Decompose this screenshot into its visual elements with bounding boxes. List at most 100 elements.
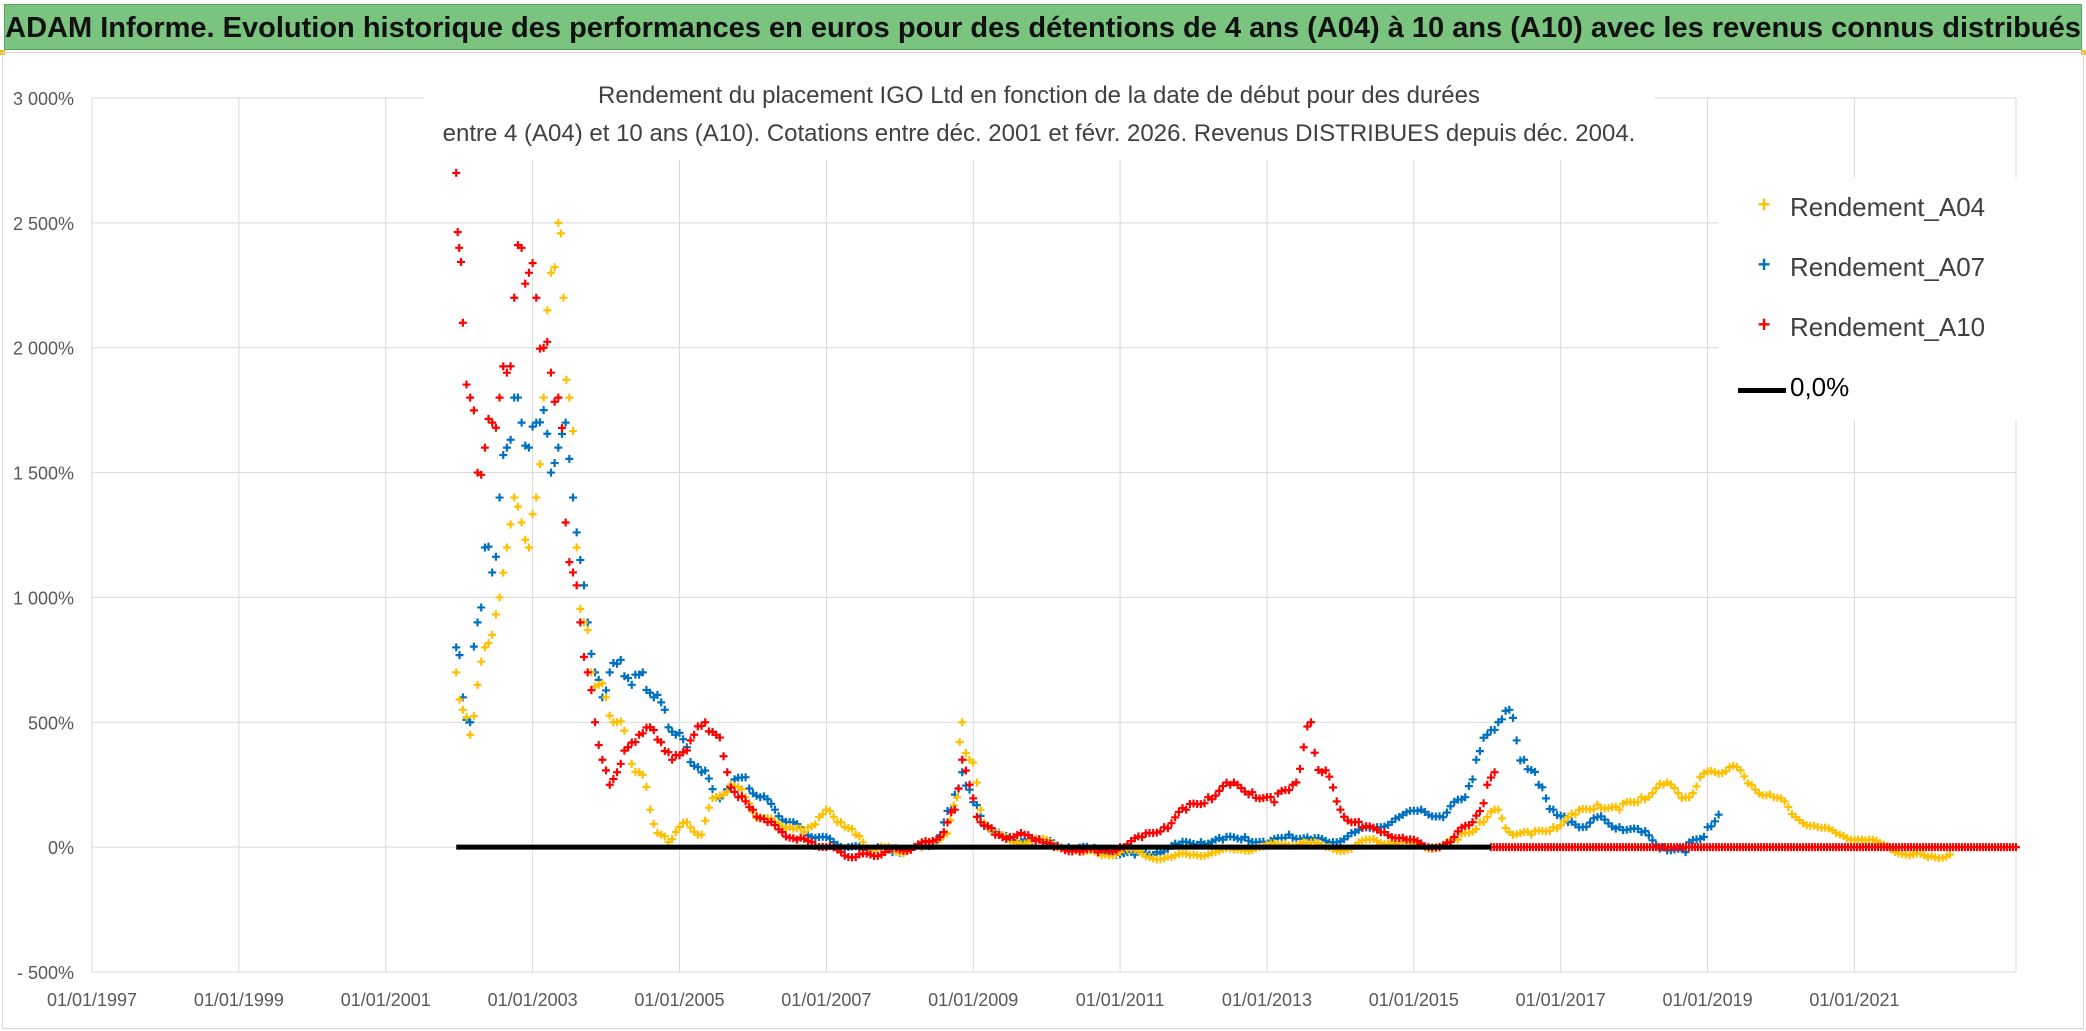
data-point-rendement_a04 <box>953 793 962 802</box>
data-point-rendement_a10 <box>502 368 511 377</box>
data-point-rendement_a07 <box>1472 755 1481 764</box>
data-point-rendement_a10 <box>1483 780 1492 789</box>
data-point-rendement_a10 <box>1332 797 1341 806</box>
data-point-rendement_a04 <box>550 263 559 272</box>
data-point-rendement_a07 <box>576 555 585 564</box>
data-point-rendement_a07 <box>745 784 754 793</box>
data-point-rendement_a10 <box>961 766 970 775</box>
data-point-rendement_a04 <box>686 823 695 832</box>
data-point-rendement_a04 <box>583 626 592 635</box>
data-point-rendement_a07 <box>763 795 772 804</box>
data-point-rendement_a10 <box>594 741 603 750</box>
legend-marker-a07: + <box>1757 252 1771 277</box>
data-point-rendement_a10 <box>587 686 596 695</box>
data-point-rendement_a07 <box>561 418 570 427</box>
data-point-rendement_a07 <box>546 468 555 477</box>
data-point-rendement_a10 <box>583 668 592 677</box>
data-point-rendement_a04 <box>466 730 475 739</box>
data-point-rendement_a10 <box>576 618 585 627</box>
data-point-rendement_a04 <box>488 630 497 639</box>
data-point-rendement_a10 <box>532 293 541 302</box>
data-point-rendement_a04 <box>837 818 846 827</box>
data-point-rendement_a04 <box>543 306 552 315</box>
data-point-rendement_a10 <box>748 805 757 814</box>
data-point-rendement_a10 <box>572 581 581 590</box>
x-tick-label: 01/01/2009 <box>928 990 1018 1010</box>
data-point-rendement_a10 <box>686 736 695 745</box>
data-point-rendement_a07 <box>1439 813 1448 822</box>
data-point-rendement_a10 <box>1156 827 1165 836</box>
data-point-rendement_a04 <box>535 460 544 469</box>
data-point-rendement_a04 <box>1560 817 1569 826</box>
data-point-rendement_a10 <box>664 748 673 757</box>
data-point-rendement_a04 <box>671 828 680 837</box>
y-tick-label: 1 000% <box>13 588 74 608</box>
data-point-rendement_a07 <box>660 705 669 714</box>
banner-title: ADAM Informe. Evolution historique des p… <box>5 12 2081 44</box>
legend-item-zero: 0,0% <box>1718 370 2018 410</box>
data-point-rendement_a04 <box>1674 789 1683 798</box>
data-point-rendement_a04 <box>660 832 669 841</box>
data-point-rendement_a07 <box>602 686 611 695</box>
data-point-rendement_a10 <box>1248 788 1257 797</box>
data-point-rendement_a10 <box>561 518 570 527</box>
data-point-rendement_a07 <box>466 718 475 727</box>
data-point-rendement_a04 <box>1780 797 1789 806</box>
data-point-rendement_a07 <box>627 680 636 689</box>
chart-title-line-2: entre 4 (A04) et 10 ans (A10). Cotations… <box>442 120 1636 147</box>
x-tick-label: 01/01/2013 <box>1222 990 1312 1010</box>
data-point-rendement_a10 <box>649 726 658 735</box>
data-point-rendement_a07 <box>513 393 522 402</box>
legend-marker-a10: + <box>1757 312 1771 337</box>
data-point-rendement_a04 <box>1472 825 1481 834</box>
data-point-rendement_a10 <box>455 243 464 252</box>
data-point-rendement_a04 <box>1652 784 1661 793</box>
data-point-rendement_a04 <box>491 610 500 619</box>
data-point-rendement_a10 <box>1167 819 1176 828</box>
data-point-rendement_a10 <box>524 268 533 277</box>
data-point-rendement_a04 <box>605 711 614 720</box>
data-point-rendement_a10 <box>958 755 967 764</box>
data-point-rendement_a04 <box>1497 814 1506 823</box>
data-point-rendement_a07 <box>767 799 776 808</box>
data-point-rendement_a10 <box>1468 818 1477 827</box>
data-point-rendement_a07 <box>741 773 750 782</box>
data-point-rendement_a07 <box>704 774 713 783</box>
data-point-rendement_a07 <box>693 763 702 772</box>
data-point-rendement_a10 <box>528 259 537 268</box>
data-point-rendement_a10 <box>631 738 640 747</box>
data-point-rendement_a04 <box>1556 821 1565 830</box>
x-tick-label: 01/01/2003 <box>488 990 578 1010</box>
banner: ADAM Informe. Evolution historique des p… <box>4 4 2082 50</box>
data-point-rendement_a10 <box>638 729 647 738</box>
data-point-rendement_a10 <box>1325 772 1334 781</box>
data-point-rendement_a10 <box>950 805 959 814</box>
data-point-rendement_a07 <box>580 581 589 590</box>
data-point-rendement_a04 <box>646 805 655 814</box>
x-tick-label: 01/01/2007 <box>781 990 871 1010</box>
data-point-rendement_a04 <box>668 835 677 844</box>
data-point-rendement_a10 <box>1354 817 1363 826</box>
legend-label-a07: Rendement_A07 <box>1790 252 1986 282</box>
data-point-rendement_a07 <box>484 542 493 551</box>
data-point-rendement_a10 <box>741 797 750 806</box>
data-point-rendement_a07 <box>565 454 574 463</box>
data-point-rendement_a04 <box>546 268 555 277</box>
data-point-rendement_a10 <box>1486 773 1495 782</box>
data-point-rendement_a10 <box>778 828 787 837</box>
data-point-rendement_a04 <box>510 493 519 502</box>
data-point-rendement_a10 <box>616 759 625 768</box>
data-point-rendement_a07 <box>1497 715 1506 724</box>
data-point-rendement_a10 <box>1182 805 1191 814</box>
x-tick-label: 01/01/2001 <box>341 990 431 1010</box>
data-point-rendement_a10 <box>1299 743 1308 752</box>
legend-item-a07: + Rendement_A07 <box>1718 250 2018 290</box>
data-point-rendement_a10 <box>726 783 735 792</box>
data-point-rendement_a07 <box>488 568 497 577</box>
data-point-rendement_a07 <box>638 668 647 677</box>
data-point-rendement_a07 <box>1542 794 1551 803</box>
data-point-rendement_a04 <box>1685 793 1694 802</box>
data-point-rendement_a04 <box>1615 805 1624 814</box>
data-point-rendement_a07 <box>1538 783 1547 792</box>
